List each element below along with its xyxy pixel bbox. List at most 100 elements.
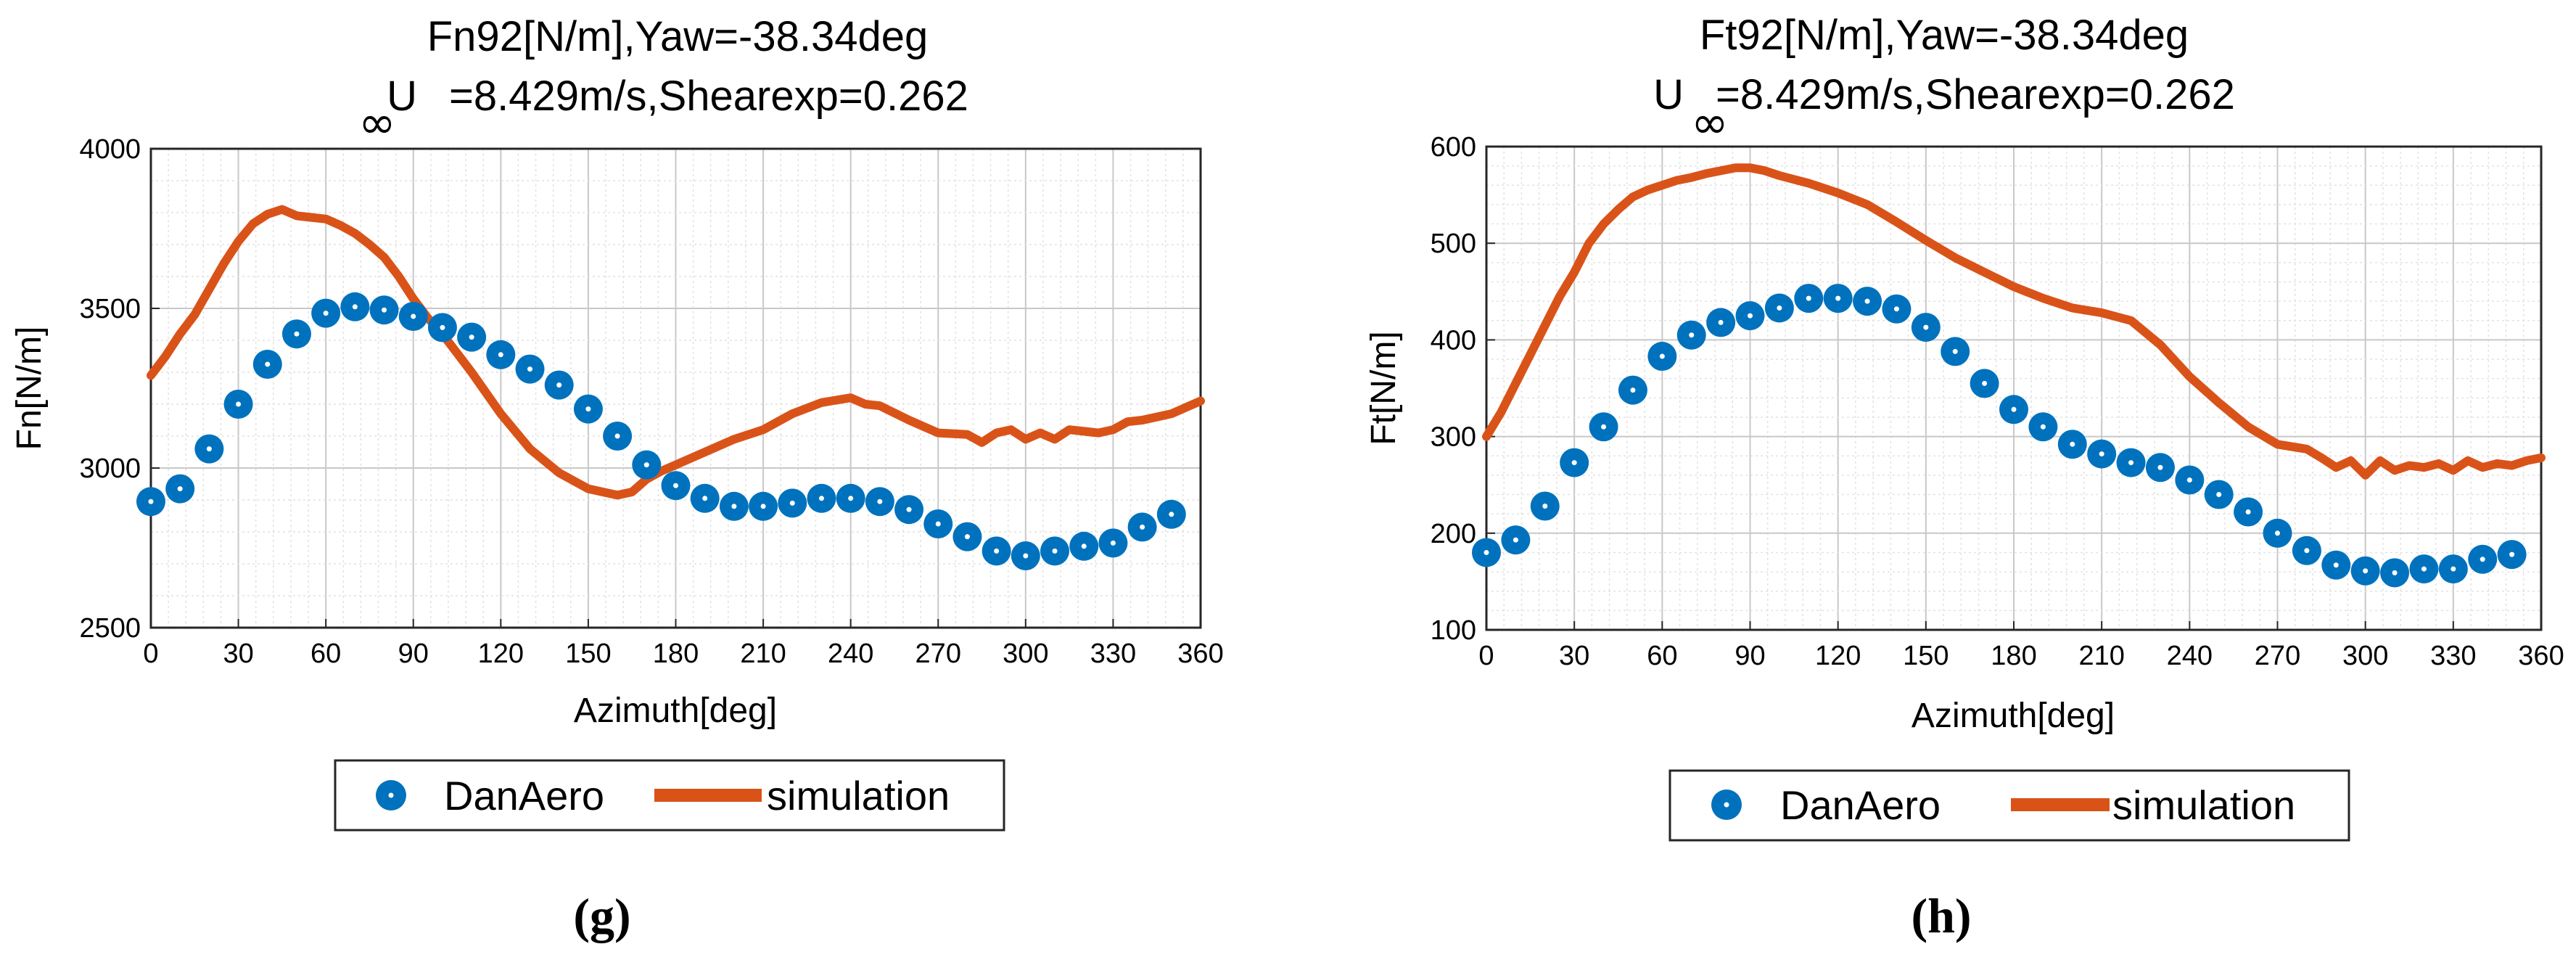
data-point-danaero [836, 483, 865, 513]
data-point-danaero [952, 522, 982, 551]
y-tick-label: 2500 [79, 613, 141, 644]
data-point-danaero [2204, 480, 2234, 509]
title-rest: =8.429m/s,Shearexp=0.262 [1716, 71, 2235, 118]
chart-title-line2: U =8.429m/s,Shearexp=0.262 [387, 73, 968, 120]
data-point-danaero [1069, 531, 1099, 561]
data-point-danaero [778, 488, 807, 518]
data-point-danaero [661, 471, 691, 501]
data-point-danaero [2145, 453, 2175, 483]
data-point-danaero [749, 491, 778, 521]
x-tick-label: 330 [1090, 639, 1136, 669]
data-point-danaero [398, 302, 428, 331]
y-tick-label: 500 [1431, 229, 1476, 259]
legend: DanAero simulation [1668, 769, 2350, 842]
y-tick-label: 4000 [79, 134, 141, 165]
x-tick-label: 90 [1735, 641, 1765, 671]
x-tick-label: 300 [1003, 639, 1048, 669]
data-point-danaero [1911, 313, 1941, 342]
data-point-danaero [2234, 497, 2263, 527]
x-tick-label: 30 [223, 639, 253, 669]
x-tick-label: 240 [2167, 641, 2213, 671]
data-point-danaero [194, 434, 224, 464]
x-axis-label: Azimuth[deg] [574, 692, 777, 730]
data-point-danaero [1882, 294, 1912, 324]
x-tick-label: 330 [2430, 641, 2476, 671]
x-tick-label: 270 [2255, 641, 2300, 671]
data-point-danaero [2057, 430, 2087, 459]
legend-label-danaero: DanAero [444, 773, 604, 819]
x-axis-label: Azimuth[deg] [1912, 697, 2115, 735]
data-point-danaero [2380, 558, 2410, 588]
data-point-danaero [281, 319, 311, 349]
x-tick-label: 60 [310, 639, 341, 669]
x-tick-label: 150 [565, 639, 611, 669]
x-tick-label: 210 [2078, 641, 2124, 671]
chart-title-line2: U =8.429m/s,Shearexp=0.262 [1653, 71, 2235, 118]
y-tick-label: 3500 [79, 294, 141, 324]
x-tick-label: 180 [1991, 641, 2036, 671]
data-point-danaero [1618, 375, 1647, 405]
legend-marker-danaero [1711, 789, 1742, 820]
x-tick-label: 300 [2342, 641, 2388, 671]
series-line-simulation [1482, 163, 2546, 480]
title-u-symbol: U [387, 73, 417, 120]
x-tick-label: 120 [478, 639, 524, 669]
data-point-danaero [1823, 284, 1853, 313]
data-point-danaero [340, 292, 370, 321]
data-point-danaero [573, 394, 603, 424]
data-point-danaero [1560, 448, 1589, 477]
data-point-danaero [1098, 528, 1128, 558]
legend-marker-danaero [376, 780, 406, 811]
data-point-danaero [1676, 320, 1706, 350]
data-point-danaero [2468, 544, 2498, 574]
data-point-danaero [1794, 284, 1824, 313]
data-point-danaero [632, 450, 662, 480]
data-point-danaero [2350, 556, 2380, 586]
data-point-danaero [1040, 536, 1070, 566]
data-point-danaero [2438, 554, 2468, 584]
y-tick-label: 3000 [79, 454, 141, 484]
x-tick-label: 60 [1647, 641, 1677, 671]
data-point-danaero [1589, 412, 1618, 442]
data-point-danaero [2028, 412, 2058, 442]
x-tick-label: 210 [740, 639, 786, 669]
panel-caption: (h) [1911, 888, 1971, 943]
data-point-danaero [2409, 554, 2439, 584]
data-point-danaero [807, 483, 836, 513]
y-ticks: 2500 3000 3500 4000 [79, 134, 160, 644]
grid [151, 149, 1201, 628]
x-tick-label: 360 [1177, 639, 1223, 669]
y-tick-label: 300 [1431, 422, 1476, 453]
x-tick-label: 150 [1903, 641, 1949, 671]
data-point-danaero [1706, 308, 1736, 337]
data-point-danaero [865, 487, 894, 517]
data-point-danaero [1999, 395, 2028, 424]
data-point-danaero [457, 322, 487, 352]
x-tick-label: 90 [398, 639, 429, 669]
data-point-danaero [1970, 369, 1999, 398]
legend-label-simulation: simulation [2112, 782, 2295, 828]
data-point-danaero [1647, 342, 1677, 372]
data-point-danaero [2263, 518, 2292, 548]
y-tick-label: 600 [1431, 132, 1476, 163]
legend-box [1668, 769, 2350, 842]
data-point-danaero [1501, 525, 1531, 555]
chart-panel-h: Ft92[N/m],Yaw=-38.34deg U =8.429m/s,Shear… [1365, 12, 2564, 943]
data-point-danaero [719, 491, 749, 521]
data-point-danaero [923, 509, 953, 538]
data-point-danaero [252, 350, 282, 379]
x-ticks: 0 30 60 90 120 150 180 210 240 270 300 330 360 [1478, 621, 2564, 671]
data-point-danaero [690, 483, 720, 513]
data-point-danaero [515, 354, 545, 384]
title-infinity-subscript: ∞ [1691, 96, 1729, 149]
data-point-danaero [1853, 287, 1882, 316]
x-tick-label: 240 [828, 639, 873, 669]
data-point-danaero [165, 474, 195, 504]
data-point-danaero [1941, 337, 1970, 366]
x-tick-label: 120 [1815, 641, 1861, 671]
legend-label-simulation: simulation [767, 773, 950, 819]
data-point-danaero [486, 340, 516, 369]
data-point-danaero [982, 536, 1011, 566]
x-tick-label: 270 [915, 639, 961, 669]
data-point-danaero [544, 370, 574, 400]
